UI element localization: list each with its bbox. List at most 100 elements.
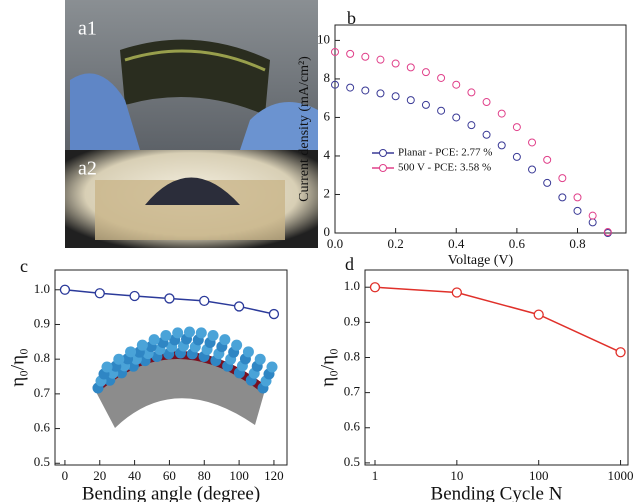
dome xyxy=(184,326,195,338)
x-tick-label: 120 xyxy=(264,468,284,483)
dome xyxy=(266,361,278,373)
point xyxy=(528,138,537,147)
point xyxy=(558,193,567,202)
x-tick-label: 0.0 xyxy=(327,236,343,251)
y-tick-label: 1.0 xyxy=(34,281,50,296)
point xyxy=(573,193,582,202)
point xyxy=(233,301,245,312)
y-tick-label: 0.6 xyxy=(344,419,361,434)
x-tick-label: 0.6 xyxy=(509,236,526,251)
x-tick-label: 60 xyxy=(163,468,176,483)
point xyxy=(451,287,462,298)
point xyxy=(533,309,544,320)
x-axis-label: Bending angle (degree) xyxy=(82,483,260,502)
x-tick-label: 40 xyxy=(128,468,141,483)
x-tick-label: 0 xyxy=(62,468,69,483)
legend-label: Planar - PCE: 2.77 % xyxy=(398,147,492,159)
point xyxy=(406,63,415,72)
point xyxy=(331,47,339,56)
y-tick-label: 2 xyxy=(324,185,331,200)
point xyxy=(59,284,71,295)
panel-label: d xyxy=(345,254,354,274)
point xyxy=(94,288,105,299)
point xyxy=(421,100,430,109)
dome xyxy=(160,329,172,341)
y-tick-label: 6 xyxy=(324,108,331,123)
y-tick-label: 0.7 xyxy=(34,385,51,400)
point xyxy=(369,282,381,293)
dome xyxy=(136,339,148,351)
y-tick-label: 8 xyxy=(324,70,331,85)
dome xyxy=(242,346,254,358)
point xyxy=(376,89,385,98)
x-tick-label: 100 xyxy=(529,468,549,483)
y-tick-label: 0.8 xyxy=(34,350,50,365)
point xyxy=(376,55,385,64)
point xyxy=(482,130,491,139)
dome xyxy=(254,353,266,365)
point xyxy=(452,80,461,89)
y-tick-label: 0.9 xyxy=(34,315,50,330)
point xyxy=(497,109,506,118)
point xyxy=(361,52,370,61)
plot-frame xyxy=(334,24,627,234)
y-tick-label: 1.0 xyxy=(344,278,360,293)
point xyxy=(452,113,461,122)
legend-marker xyxy=(379,164,387,172)
panel-label: c xyxy=(20,256,28,276)
point xyxy=(615,347,626,358)
dome xyxy=(172,327,184,339)
y-tick-label: 0.8 xyxy=(344,348,360,363)
y-tick-label: 0.7 xyxy=(344,384,361,399)
legend-label: 500 V - PCE: 3.58 % xyxy=(398,162,491,174)
point xyxy=(512,123,521,132)
dome xyxy=(219,334,231,346)
point xyxy=(129,290,140,302)
point xyxy=(391,92,400,101)
y-tick-label: 4 xyxy=(324,147,331,162)
x-axis-label: Bending Cycle N xyxy=(431,483,563,502)
point xyxy=(437,73,446,82)
point xyxy=(558,174,567,183)
point xyxy=(588,218,597,227)
y-tick-label: 0 xyxy=(324,224,331,239)
point xyxy=(543,178,552,187)
plot-frame xyxy=(364,269,629,466)
point xyxy=(543,155,552,164)
y-tick-label: 0.9 xyxy=(344,313,360,328)
point xyxy=(512,152,521,161)
point xyxy=(497,141,506,150)
x-tick-label: 0.4 xyxy=(448,236,465,251)
series-line xyxy=(374,286,621,353)
y-tick-label: 0.5 xyxy=(34,454,50,469)
point xyxy=(482,98,491,107)
y-axis-label: η₀/η₀ xyxy=(7,348,28,386)
x-tick-label: 10 xyxy=(450,468,463,483)
point xyxy=(573,206,582,215)
point xyxy=(421,68,430,77)
point xyxy=(346,83,355,92)
point xyxy=(406,96,415,105)
x-tick-label: 0.2 xyxy=(388,236,404,251)
plot-frame xyxy=(54,269,288,466)
photo-a1: a1 xyxy=(65,0,318,150)
point xyxy=(588,211,597,220)
photo-a2: a2 xyxy=(65,150,318,248)
x-tick-label: 1 xyxy=(372,468,379,483)
y-axis-label: Current density (mA/cm²) xyxy=(297,56,312,202)
point xyxy=(268,308,280,320)
point xyxy=(467,121,476,130)
point xyxy=(603,228,612,237)
point xyxy=(346,49,355,58)
y-tick-label: 0.5 xyxy=(344,454,360,469)
legend-marker xyxy=(379,149,387,157)
point xyxy=(437,106,446,115)
photo-label: a1 xyxy=(78,18,97,40)
y-tick-label: 0.6 xyxy=(34,420,51,435)
x-axis-label: Voltage (V) xyxy=(448,253,514,268)
point xyxy=(391,59,400,68)
dome xyxy=(125,346,137,358)
y-axis-label: η₀/η₀ xyxy=(317,348,338,386)
x-tick-label: 100 xyxy=(229,468,249,483)
